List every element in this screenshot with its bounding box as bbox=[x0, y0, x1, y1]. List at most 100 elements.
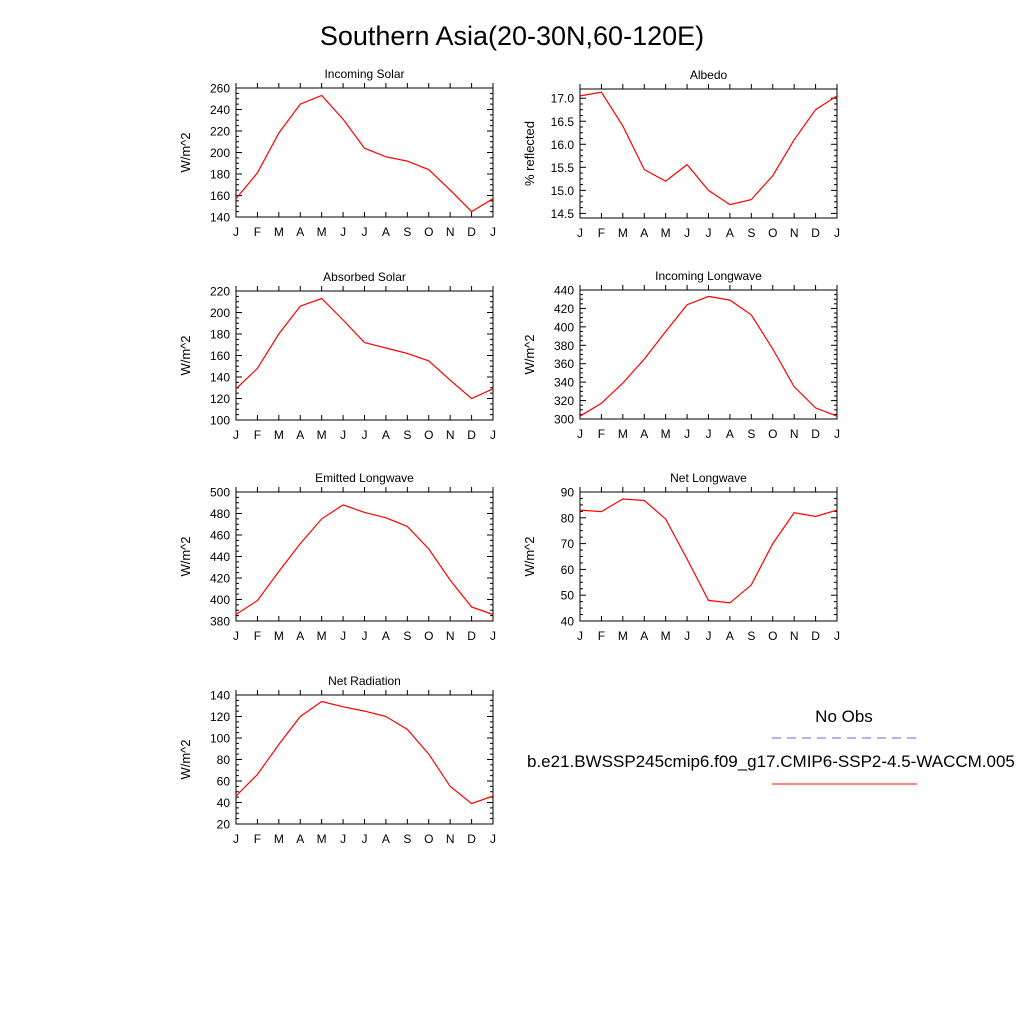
x-tick-label: O bbox=[768, 427, 777, 441]
y-tick-label: 420 bbox=[554, 302, 574, 316]
y-tick-label: 300 bbox=[554, 413, 574, 427]
plot-frame bbox=[235, 694, 494, 825]
x-tick-label: A bbox=[382, 428, 390, 442]
x-tick-label: F bbox=[598, 427, 605, 441]
figure-title: Southern Asia(20-30N,60-120E) bbox=[319, 21, 705, 51]
x-tick-label: J bbox=[362, 629, 368, 643]
x-tick-label: O bbox=[424, 629, 433, 643]
y-axis-label: W/m^2 bbox=[522, 334, 537, 374]
y-axis-label: W/m^2 bbox=[522, 536, 537, 576]
y-tick-label: 220 bbox=[210, 285, 230, 299]
x-tick-label: A bbox=[726, 629, 734, 643]
y-tick-label: 480 bbox=[210, 507, 230, 521]
y-tick-label: 140 bbox=[210, 689, 230, 703]
x-tick-label: M bbox=[618, 427, 628, 441]
y-tick-label: 400 bbox=[210, 593, 230, 607]
x-tick-label: M bbox=[618, 226, 628, 240]
y-axis-label: % reflected bbox=[522, 121, 537, 186]
y-tick-label: 160 bbox=[210, 189, 230, 203]
x-tick-label: D bbox=[467, 428, 476, 442]
x-tick-label: J bbox=[340, 832, 346, 846]
x-tick-label: J bbox=[577, 226, 583, 240]
x-tick-label: O bbox=[424, 225, 433, 239]
x-tick-label: F bbox=[254, 629, 261, 643]
y-tick-label: 220 bbox=[210, 125, 230, 139]
x-tick-label: N bbox=[446, 428, 455, 442]
panel-title: Incoming Solar bbox=[324, 67, 404, 81]
x-tick-label: J bbox=[577, 427, 583, 441]
x-tick-label: M bbox=[274, 629, 284, 643]
y-tick-label: 14.5 bbox=[551, 207, 575, 221]
x-tick-label: S bbox=[747, 427, 755, 441]
x-tick-label: A bbox=[296, 629, 304, 643]
x-tick-label: A bbox=[726, 427, 734, 441]
panel-title: Net Longwave bbox=[670, 471, 747, 485]
y-axis-label: W/m^2 bbox=[178, 536, 193, 576]
x-tick-label: N bbox=[790, 629, 799, 643]
x-tick-label: F bbox=[598, 629, 605, 643]
x-tick-label: A bbox=[640, 427, 648, 441]
x-tick-label: A bbox=[296, 832, 304, 846]
x-tick-label: S bbox=[747, 226, 755, 240]
plot-frame bbox=[579, 88, 838, 219]
x-tick-label: J bbox=[362, 225, 368, 239]
plot-frame bbox=[235, 491, 494, 622]
x-tick-label: J bbox=[706, 427, 712, 441]
x-tick-label: S bbox=[403, 629, 411, 643]
x-tick-label: O bbox=[424, 428, 433, 442]
x-tick-label: A bbox=[382, 629, 390, 643]
x-tick-label: A bbox=[296, 225, 304, 239]
y-tick-label: 200 bbox=[210, 306, 230, 320]
y-tick-label: 440 bbox=[554, 284, 574, 298]
x-tick-label: J bbox=[233, 832, 239, 846]
y-axis-label: W/m^2 bbox=[178, 132, 193, 172]
panel-title: Albedo bbox=[690, 68, 728, 82]
x-tick-label: M bbox=[274, 428, 284, 442]
x-tick-label: F bbox=[254, 225, 261, 239]
legend-model-label: b.e21.BWSSP245cmip6.f09_g17.CMIP6-SSP2-4… bbox=[527, 752, 1015, 771]
x-tick-label: A bbox=[640, 629, 648, 643]
y-tick-label: 16.5 bbox=[551, 115, 575, 129]
x-tick-label: J bbox=[490, 428, 496, 442]
y-tick-label: 15.5 bbox=[551, 161, 575, 175]
y-tick-label: 440 bbox=[210, 550, 230, 564]
plot-frame bbox=[235, 87, 494, 218]
y-tick-label: 40 bbox=[217, 796, 231, 810]
y-tick-label: 140 bbox=[210, 211, 230, 225]
x-tick-label: J bbox=[834, 629, 840, 643]
y-axis-label: W/m^2 bbox=[178, 739, 193, 779]
x-tick-label: A bbox=[382, 832, 390, 846]
x-tick-label: A bbox=[640, 226, 648, 240]
x-tick-label: O bbox=[424, 832, 433, 846]
x-tick-label: N bbox=[446, 225, 455, 239]
y-tick-label: 20 bbox=[217, 818, 231, 832]
x-tick-label: A bbox=[382, 225, 390, 239]
y-tick-label: 120 bbox=[210, 710, 230, 724]
series-line bbox=[579, 498, 838, 604]
y-tick-label: 16.0 bbox=[551, 138, 575, 152]
x-tick-label: M bbox=[317, 832, 327, 846]
panel-title: Incoming Longwave bbox=[655, 269, 762, 283]
y-tick-label: 120 bbox=[210, 392, 230, 406]
x-tick-label: J bbox=[340, 629, 346, 643]
x-tick-label: S bbox=[403, 428, 411, 442]
x-tick-label: M bbox=[661, 226, 671, 240]
legend: No Obs b.e21.BWSSP245cmip6.f09_g17.CMIP6-… bbox=[527, 707, 1015, 785]
y-tick-label: 160 bbox=[210, 349, 230, 363]
series-line bbox=[235, 700, 494, 805]
x-tick-label: M bbox=[274, 832, 284, 846]
y-tick-label: 15.0 bbox=[551, 184, 575, 198]
x-tick-label: M bbox=[317, 225, 327, 239]
y-tick-label: 100 bbox=[210, 732, 230, 746]
y-tick-label: 460 bbox=[210, 529, 230, 543]
x-tick-label: N bbox=[790, 427, 799, 441]
x-tick-label: J bbox=[490, 832, 496, 846]
x-tick-label: D bbox=[467, 629, 476, 643]
x-tick-label: N bbox=[790, 226, 799, 240]
x-tick-label: J bbox=[684, 427, 690, 441]
